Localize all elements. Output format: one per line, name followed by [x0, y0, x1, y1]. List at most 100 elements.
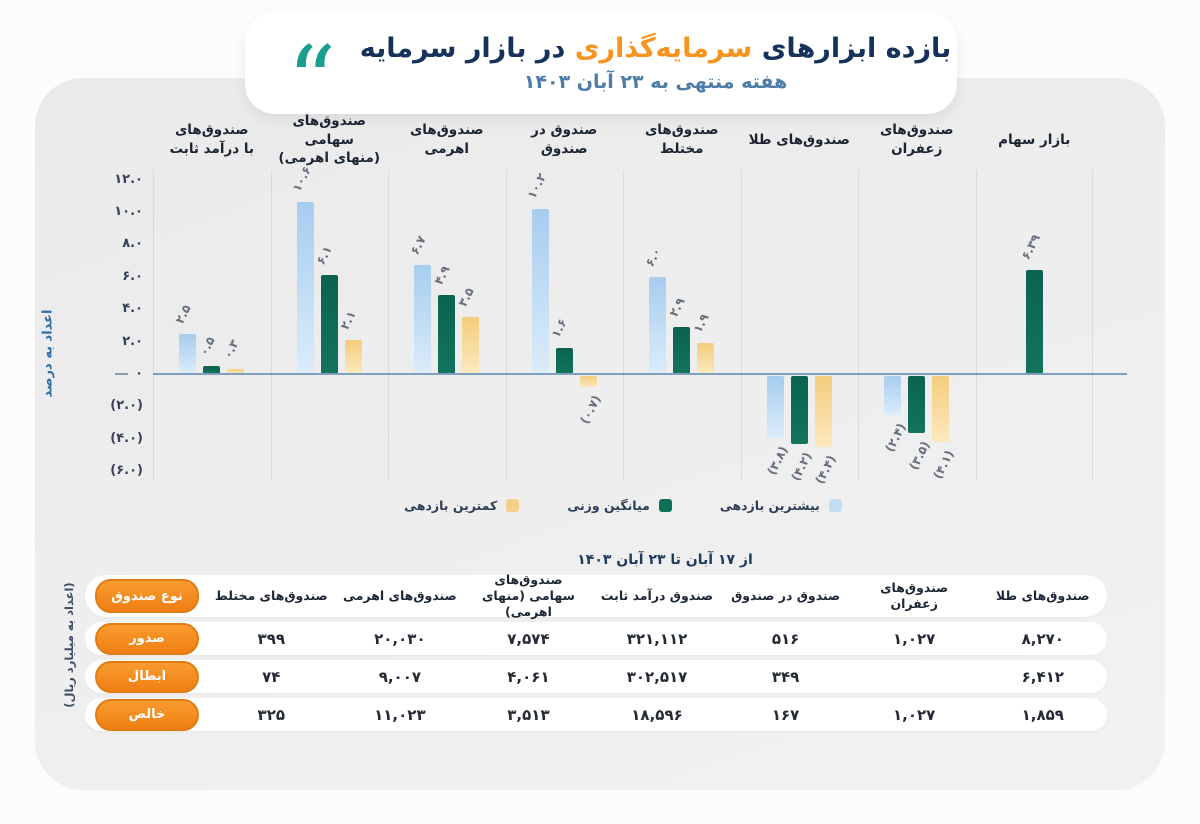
table-cell: ۳۹۹: [257, 629, 286, 648]
bar-avg: [673, 327, 691, 374]
y-tick: ۱۲.۰: [114, 171, 143, 187]
legend-item-highest: بیشترین بازدهی: [720, 498, 842, 513]
bar-low: [697, 343, 715, 374]
legend-label: بیشترین بازدهی: [719, 498, 820, 513]
table-cell: ۷,۵۷۴: [507, 629, 550, 648]
bar-avg: [790, 376, 808, 445]
legend-label: میانگین وزنی: [567, 498, 650, 513]
title-part2: در بازار سرمایه: [359, 33, 566, 64]
bar-avg: [320, 275, 338, 374]
table-header-row: نوع صندوق صندوق‌های مختلط صندوق‌های اهرمی ص…: [85, 572, 1107, 619]
table-cell: ۳۴۹: [771, 667, 800, 686]
legend-item-weighted-avg: میانگین وزنی: [567, 498, 672, 513]
table-cell: ۱۶۷: [771, 705, 800, 724]
table-cell: ۵۱۶: [771, 629, 800, 648]
y-tick: ۰: [135, 366, 143, 381]
zero-tick-dash: [115, 373, 128, 375]
main-card: صندوق‌های با درآمد ثابت صندوق‌های سهامی (من…: [35, 78, 1165, 790]
gridline-section: [388, 170, 506, 480]
legend-item-lowest: کمترین بازدهی: [404, 498, 520, 513]
row-label-pill: خالص: [95, 698, 199, 731]
gridline-section: [153, 170, 271, 480]
title-part1: بازده ابزارهای: [761, 33, 952, 64]
column-header: صندوق‌های طلا: [995, 587, 1090, 603]
legend-swatch-weighted-avg: [658, 499, 672, 512]
table-cell: ۱,۰۲۷: [893, 629, 936, 648]
fund-table: نوع صندوق صندوق‌های مختلط صندوق‌های اهرمی ص…: [85, 572, 1107, 736]
gridline-section: [975, 170, 1093, 480]
category-label: صندوق‌های با درآمد ثابت: [169, 122, 255, 157]
table-cell: ۱,۰۲۷: [893, 705, 936, 724]
bar-avg: [438, 294, 456, 374]
bar-avg: [203, 365, 221, 374]
table-cell: ۱,۸۵۹: [1021, 705, 1064, 724]
y-tick: (۶.۰): [110, 463, 143, 479]
category-label: صندوق‌های اهرمی: [409, 122, 484, 157]
chart-legend: کمترین بازدهی میانگین وزنی بیشترین بازده…: [153, 498, 1093, 513]
bar-avg: [908, 376, 926, 433]
table-period-label: از ۱۷ آبان تا ۲۳ آبان ۱۴۰۳: [577, 552, 753, 568]
category-label: صندوق‌های سهامی (منهای اهرمی): [278, 112, 381, 167]
bar-high: [414, 265, 432, 374]
table-cell: ۲۰,۰۳۰: [374, 629, 426, 648]
row-label-pill: نوع صندوق: [95, 579, 199, 613]
y-tick: ۱۰.۰: [114, 204, 143, 219]
column-header: صندوق‌های سهامی (منهای اهرمی): [481, 571, 575, 620]
y-tick: ۴.۰: [122, 301, 143, 317]
table-cell: ۹,۰۰۷: [378, 667, 422, 686]
y-tick: (۲.۰): [110, 398, 143, 414]
legend-swatch-highest: [828, 499, 842, 512]
table-cell: ۱۱,۰۲۳: [374, 705, 426, 724]
chart-categories: صندوق‌های با درآمد ثابت صندوق‌های سهامی (من…: [153, 112, 1093, 168]
page-subtitle: هفته منتهی به ۲۳ آبان ۱۴۰۳: [523, 71, 788, 93]
row-label-pill: ابطال: [95, 660, 199, 693]
y-axis-title: اعداد به درصد: [40, 309, 56, 398]
category-label: صندوق‌های زعفران: [879, 122, 954, 157]
legend-swatch-lowest: [506, 499, 520, 512]
y-axis: ۱۲.۰ ۱۰.۰ ۸.۰ ۶.۰ ۴.۰ ۲.۰ ۰ (۲.۰) (۴.۰) (۶.۰): [75, 170, 143, 480]
column-header: صندوق‌های مختلط: [214, 587, 328, 603]
bar-high: [179, 333, 197, 374]
category-label: بازار سهام: [998, 131, 1071, 148]
y-tick: ۲.۰: [122, 333, 143, 349]
title-highlight: سرمایه‌گذاری: [574, 33, 753, 64]
column-header: صندوق در صندوق: [731, 587, 841, 603]
category-label: صندوق‌های طلا: [748, 131, 850, 148]
bar-avg: [1025, 270, 1043, 374]
gridline-section: [270, 170, 389, 480]
table-cell: ۱۸,۵۹۶: [631, 705, 683, 724]
bar-avg: [555, 348, 573, 374]
table-cell: ۷۴: [262, 667, 281, 686]
row-label-pill: صدور: [95, 622, 199, 655]
table-cell: ۳۰۲,۵۱۷: [626, 667, 688, 686]
table-cell: ۶,۴۱۲: [1021, 667, 1064, 686]
table-cell: ۸,۲۷۰: [1021, 629, 1064, 648]
table-row: ابطال ۷۴ ۹,۰۰۷ ۴,۰۶۱ ۳۰۲,۵۱۷ ۳۴۹ ۶,۴۱۲: [85, 660, 1107, 693]
table-unit-label: (اعداد به میلیارد ریال): [62, 582, 76, 708]
bar-high: [884, 376, 902, 415]
table-row: صدور ۳۹۹ ۲۰,۰۳۰ ۷,۵۷۴ ۳۲۱,۱۱۲ ۵۱۶ ۱,۰۲۷ ۸,۲۷۰: [85, 622, 1107, 655]
bar-low: [932, 376, 950, 443]
bar-high: [766, 376, 784, 438]
gridline-section: [740, 170, 859, 480]
bar-low: [814, 376, 832, 448]
title-card: “ بازده ابزارهای سرمایه‌گذاری در بازار س…: [245, 12, 957, 138]
column-header: صندوق‌های اهرمی: [343, 587, 457, 603]
bar-low: [227, 369, 245, 374]
quote-icon: “: [287, 25, 337, 138]
table-row: خالص ۳۲۵ ۱۱,۰۲۳ ۳,۵۱۳ ۱۸,۵۹۶ ۱۶۷ ۱,۰۲۷ ۱,۸۵۹: [85, 698, 1107, 731]
bar-low: [462, 317, 480, 374]
y-tick: (۴.۰): [110, 430, 143, 446]
column-header: صندوق‌های زعفران: [880, 579, 949, 611]
category-label: صندوق در صندوق: [531, 122, 598, 157]
gridline-section: [505, 170, 624, 480]
bar-high: [531, 208, 549, 374]
zero-line: [153, 373, 1127, 375]
table-cell: ۴,۰۶۱: [507, 667, 550, 686]
legend-label: کمترین بازدهی: [404, 498, 498, 513]
table-cell: ۳۲۱,۱۱۲: [626, 629, 688, 648]
bar-low: [344, 339, 362, 374]
title-text: بازده ابزارهای سرمایه‌گذاری در بازار سرم…: [346, 33, 957, 93]
bar-low: [579, 376, 597, 388]
